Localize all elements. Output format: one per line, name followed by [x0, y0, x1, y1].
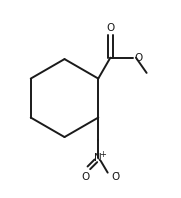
Text: O: O — [106, 23, 114, 33]
Text: N: N — [94, 153, 102, 163]
Text: O: O — [111, 172, 119, 182]
Text: +: + — [100, 150, 106, 159]
Text: ⁻: ⁻ — [114, 171, 119, 180]
Text: O: O — [134, 53, 142, 63]
Text: O: O — [81, 172, 90, 182]
